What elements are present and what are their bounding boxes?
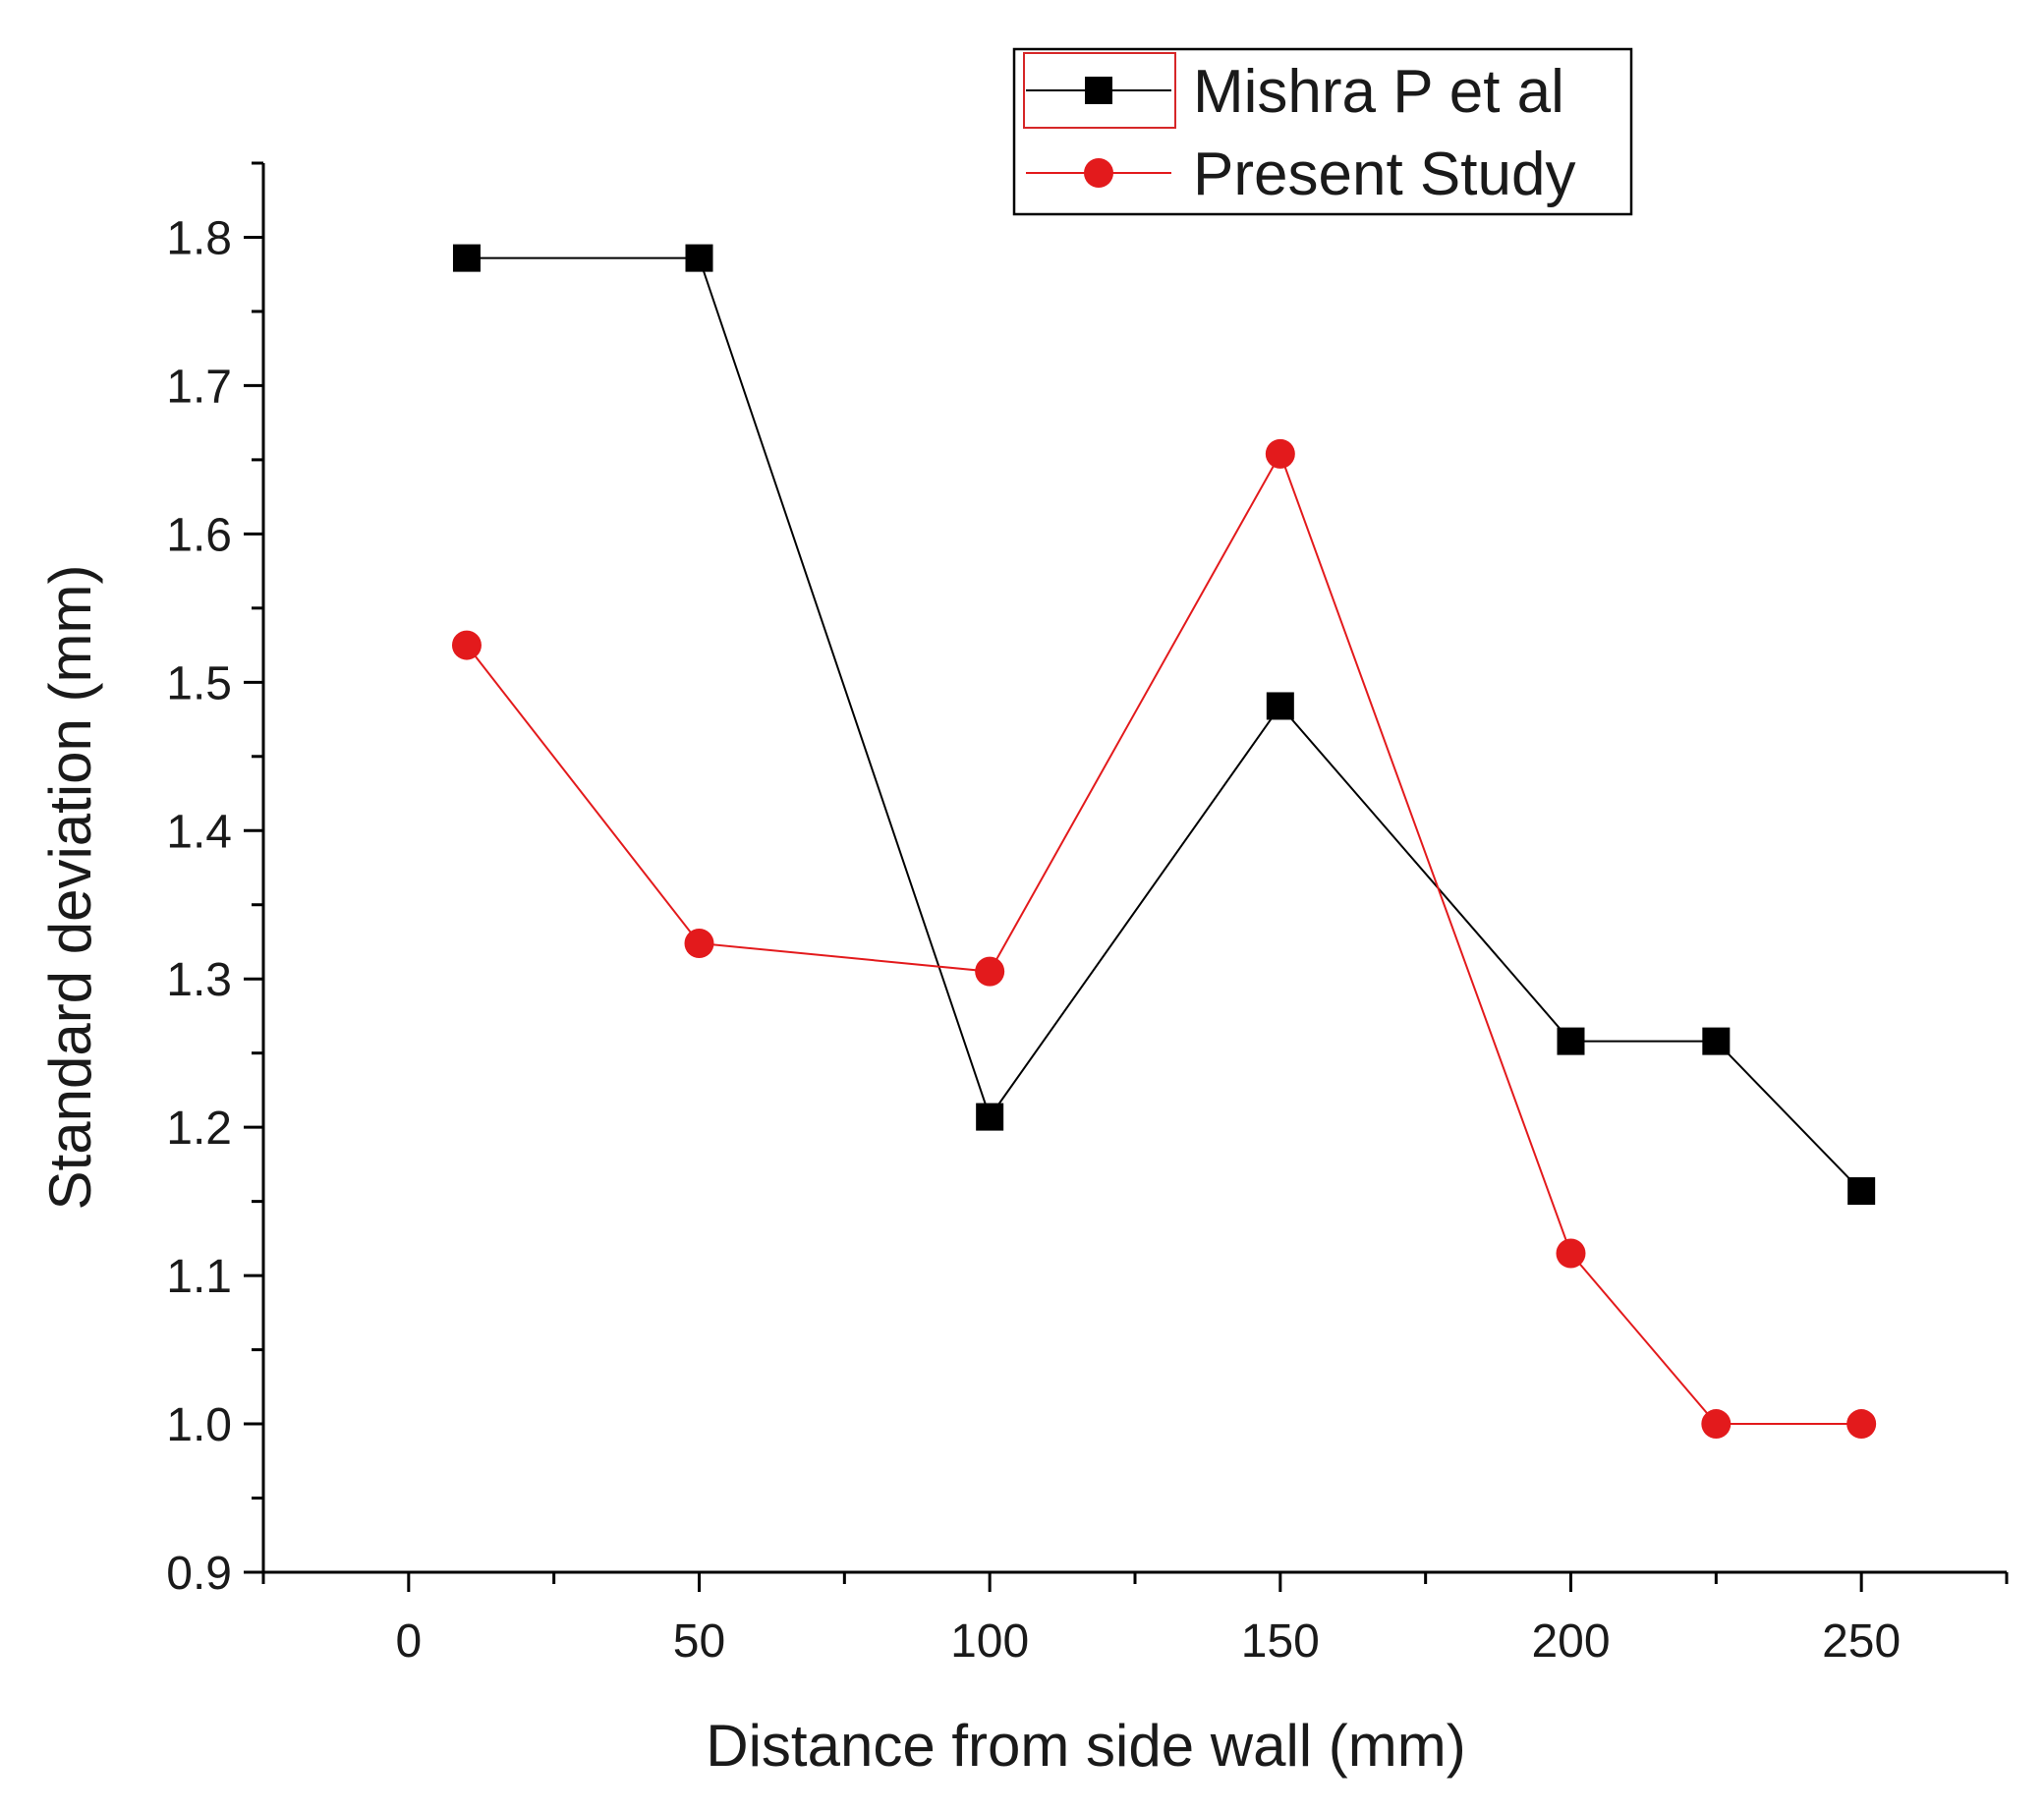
- series-present-study: [451, 438, 1877, 1440]
- series-line: [466, 256, 1862, 1192]
- y-tick-label: 1.1: [166, 1251, 232, 1303]
- data-point-square: [685, 244, 713, 272]
- data-point-circle: [975, 956, 1005, 987]
- data-point-square: [1847, 1177, 1876, 1206]
- x-tick-label: 150: [1241, 1615, 1320, 1668]
- axes: [244, 161, 2009, 1592]
- data-point-square: [1266, 692, 1294, 720]
- legend-box: [1012, 47, 1633, 216]
- x-axis-title: Distance from side wall (mm): [706, 1713, 1465, 1779]
- legend-marker-square: [1085, 77, 1112, 104]
- y-tick-label: 1.8: [166, 212, 232, 264]
- data-point-circle: [684, 928, 714, 958]
- data-point-circle: [1556, 1238, 1586, 1269]
- y-tick-label: 1.5: [166, 657, 232, 709]
- y-tick-label: 1.2: [166, 1103, 232, 1155]
- legend-marker-circle: [1084, 158, 1113, 188]
- y-tick-label: 1.6: [166, 509, 232, 561]
- data-point-circle: [1701, 1409, 1732, 1440]
- x-tick-label: 100: [950, 1615, 1029, 1668]
- legend-label: Mishra P et al: [1193, 58, 1564, 126]
- y-axis-title: Standard deviation (mm): [37, 565, 103, 1211]
- legend-highlight-box: [1023, 52, 1176, 129]
- data-point-square: [976, 1103, 1004, 1131]
- y-tick-label: 1.7: [166, 361, 232, 413]
- data-point-square: [452, 244, 481, 272]
- legend-label: Present Study: [1193, 141, 1575, 208]
- series-group: [451, 244, 1877, 1440]
- y-tick-label: 1.3: [166, 954, 232, 1006]
- data-point-circle: [1846, 1409, 1877, 1440]
- x-tick-label: 0: [395, 1615, 422, 1668]
- x-tick-label: 50: [673, 1615, 725, 1668]
- data-point-circle: [1265, 438, 1295, 469]
- series-line: [466, 451, 1862, 1426]
- labels: 0 50 100 150 200 250 0.9 1.0 1.1 1.2 1.3 1.4 1.5 1.6 1…: [37, 212, 1901, 1779]
- y-tick-label: 0.9: [166, 1548, 232, 1600]
- y-tick-label: 1.0: [166, 1399, 232, 1451]
- series-mishra: [452, 244, 1876, 1206]
- x-tick-label: 250: [1822, 1615, 1901, 1668]
- data-point-square: [1557, 1027, 1585, 1055]
- x-tick-label: 200: [1531, 1615, 1610, 1668]
- y-tick-label: 1.4: [166, 806, 232, 858]
- data-point-circle: [451, 630, 482, 660]
- data-point-square: [1702, 1027, 1731, 1055]
- legend: Mishra P et al Present Study: [1012, 47, 1633, 216]
